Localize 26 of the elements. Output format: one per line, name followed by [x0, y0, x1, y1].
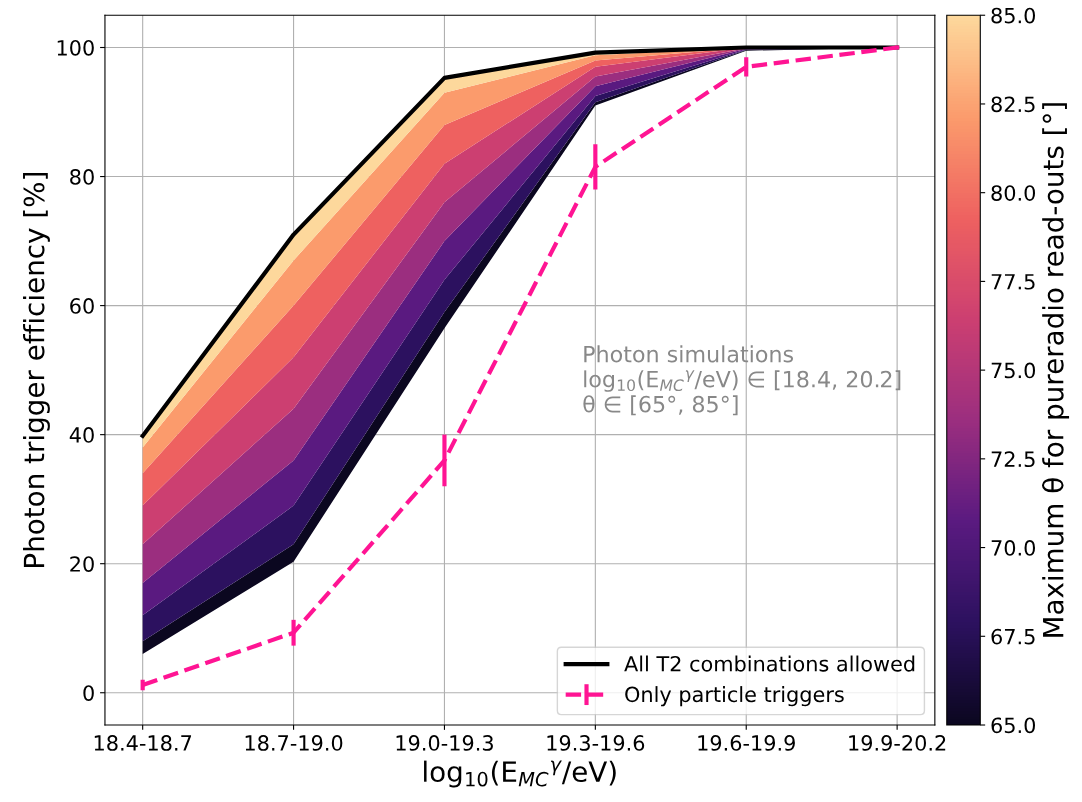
x-tick-label: 19.6-19.9	[698, 735, 795, 751]
y-tick-label: 100	[57, 39, 94, 56]
color-bar-label: 67.5	[991, 628, 1035, 645]
x-tick-label: 18.4-18.7	[94, 735, 192, 751]
color-bar-label: 82.5	[991, 96, 1035, 113]
color-bar-label: 65.0	[991, 717, 1036, 734]
legend-label: All T2 combinations allowed	[624, 655, 915, 672]
color-bar-label: 75.0	[991, 362, 1036, 379]
y-tick-label: 20	[70, 556, 94, 572]
y-tick-label: 0	[83, 685, 94, 701]
x-tick-label: 19.3-19.6	[547, 735, 645, 751]
y-axis-title: Photon trigger efficiency [%]	[23, 173, 50, 567]
y-tick-label: 60	[70, 298, 94, 314]
x-tick-label: 19.0-19.3	[396, 735, 493, 751]
y-tick-label: 80	[70, 169, 94, 185]
color-bar-label: 80.0	[991, 185, 1036, 201]
color-bar-title: Maximum θ for pureradio read-outs [°]	[1041, 103, 1070, 637]
color-bar-label: 77.5	[991, 274, 1035, 290]
color-bar-label: 70.0	[991, 540, 1036, 556]
legend-label: Only particle triggers	[625, 686, 844, 707]
color-bar-label: 85.0	[991, 7, 1036, 24]
x-tick-label: 18.7-19.0	[245, 735, 343, 751]
x-tick-label: 19.9-20.2	[849, 735, 946, 751]
color-bar-label: 72.5	[991, 451, 1035, 468]
y-tick-label: 40	[69, 427, 94, 443]
x-axis-title: log$_{10}$(E$_{MC}$$^{γ}$/eV)	[424, 760, 616, 788]
